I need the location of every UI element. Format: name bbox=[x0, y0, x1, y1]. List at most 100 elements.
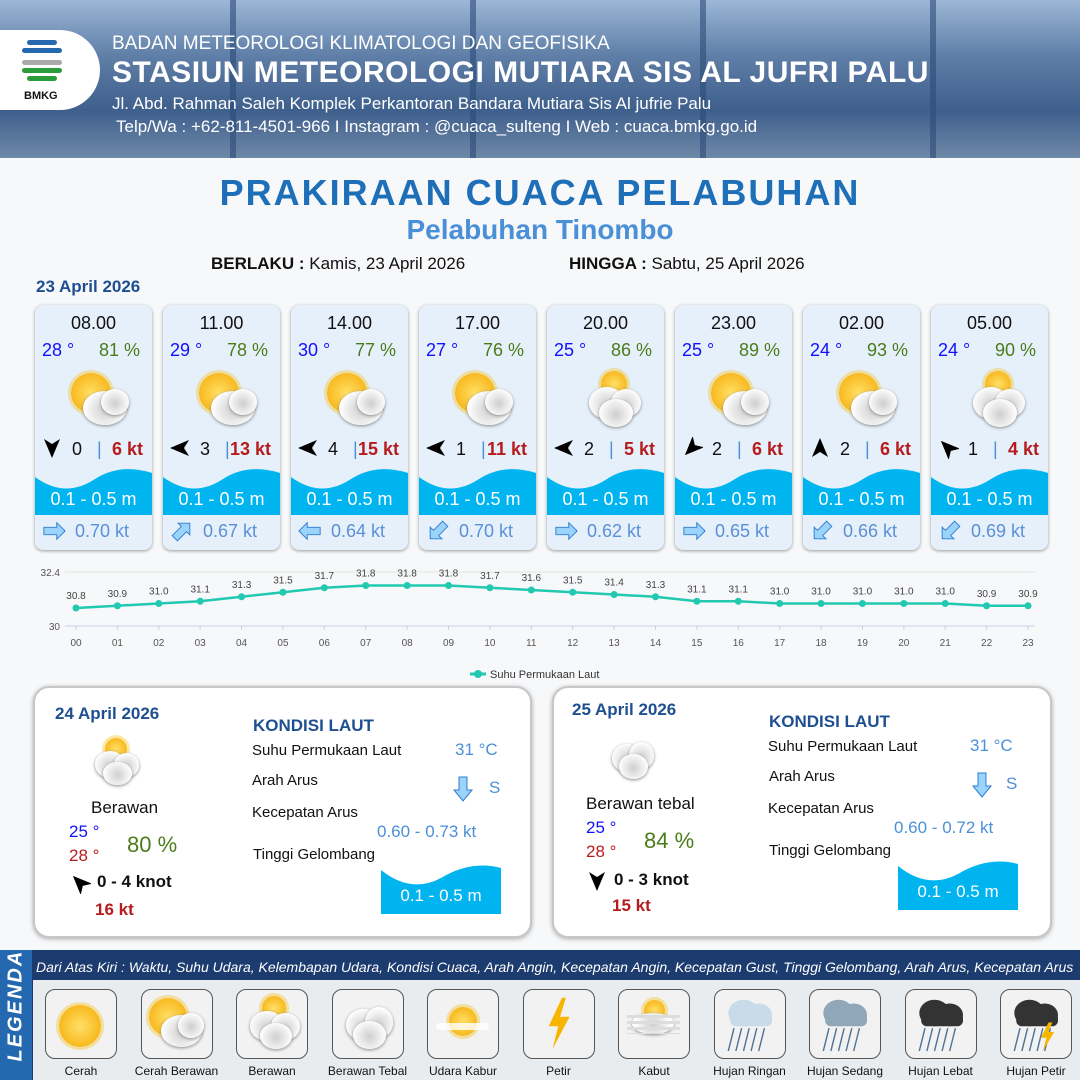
x-tick-label: 22 bbox=[981, 638, 993, 649]
data-label: 31.5 bbox=[273, 575, 293, 586]
data-label: 31.1 bbox=[729, 584, 749, 595]
wind-speed: 4 bbox=[328, 439, 339, 459]
sun-shape bbox=[448, 1007, 478, 1036]
wave-height-label: Tinggi Gelombang bbox=[769, 842, 892, 859]
x-tick-label: 00 bbox=[70, 638, 82, 649]
legend-description: Dari Atas Kiri : Waktu, Suhu Udara, Kele… bbox=[36, 959, 1074, 975]
legend-marker bbox=[474, 670, 482, 678]
x-tick-label: 05 bbox=[277, 638, 289, 649]
legend-label: Cerah Berawan bbox=[134, 1064, 219, 1078]
x-tick-label: 04 bbox=[236, 638, 248, 649]
current-direction-label: Arah Arus bbox=[769, 768, 835, 785]
x-tick-label: 13 bbox=[609, 638, 621, 649]
legend-item-berawan-tebal bbox=[331, 989, 404, 1059]
humidity: 89 % bbox=[738, 340, 780, 360]
logo-text: BMKG bbox=[24, 90, 58, 102]
gust-speed: 4 kt bbox=[1007, 439, 1039, 459]
wind-direction-icon bbox=[809, 437, 831, 459]
min-temperature: 25 ° bbox=[69, 822, 100, 841]
max-temperature: 28 ° bbox=[69, 846, 100, 865]
current-speed-label: Kecepatan Arus bbox=[768, 800, 874, 817]
air-temperature: 27 ° bbox=[426, 340, 459, 360]
weather-condition: Berawan bbox=[91, 798, 159, 817]
wave-height: 0.1 - 0.5 m bbox=[946, 489, 1033, 509]
wave-height: 0.1 - 0.5 m bbox=[690, 489, 777, 509]
wind-direction-icon bbox=[425, 437, 447, 459]
wind-speed: 1 bbox=[456, 439, 467, 459]
legend-item-udara-kabur bbox=[427, 989, 499, 1059]
legend-item-hujan-petir bbox=[1000, 989, 1072, 1059]
header-banner: BMKG BADAN METEOROLOGI KLIMATOLOGI DAN G… bbox=[0, 0, 1080, 158]
data-label: 31.8 bbox=[397, 569, 417, 580]
current-speed: 0.70 kt bbox=[75, 521, 130, 541]
separator: | bbox=[481, 439, 486, 459]
gust-speed: 13 kt bbox=[229, 439, 271, 459]
data-point bbox=[113, 602, 121, 610]
max-temperature: 28 ° bbox=[586, 842, 617, 861]
current-direction-icon bbox=[452, 776, 474, 807]
wave-height-value: 0.1 - 0.5 m bbox=[917, 882, 999, 901]
wave-height: 0.1 - 0.5 m bbox=[562, 489, 649, 509]
berawan-weather-icon bbox=[959, 369, 1029, 431]
forecast-card: 17.00 27 ° 76 % 1 | 11 kt 0.1 - 0.5 m 0.70 kt bbox=[419, 305, 536, 550]
gust-speed: 6 kt bbox=[751, 439, 783, 459]
data-point bbox=[196, 597, 204, 605]
current-direction-value: S bbox=[489, 778, 501, 797]
forecast-time: 14.00 bbox=[326, 313, 373, 333]
data-label: 31.0 bbox=[894, 587, 914, 598]
humidity: 86 % bbox=[610, 340, 652, 360]
x-tick-label: 18 bbox=[815, 638, 827, 649]
separator: | bbox=[225, 439, 230, 459]
gust-speed: 6 kt bbox=[879, 439, 911, 459]
legend-label: Kabut bbox=[638, 1064, 670, 1078]
contact-info: Telp/Wa : +62-811-4501-966 I Instagram :… bbox=[116, 117, 758, 136]
cloud-shape bbox=[869, 389, 897, 415]
cloud-shape bbox=[741, 389, 769, 415]
legend-tag-text: LEGENDA bbox=[4, 949, 27, 1062]
current-speed-value: 0.60 - 0.73 kt bbox=[377, 822, 477, 841]
y-tick-label: 32.4 bbox=[41, 568, 61, 579]
data-label: 30.9 bbox=[977, 589, 997, 600]
data-point bbox=[941, 600, 949, 607]
data-point bbox=[776, 600, 784, 607]
humidity: 76 % bbox=[482, 340, 524, 360]
separator: | bbox=[353, 439, 358, 459]
air-temperature: 29 ° bbox=[170, 340, 203, 360]
data-label: 30.9 bbox=[108, 589, 128, 600]
sst-value: 31 °C bbox=[455, 740, 498, 759]
current-direction-icon bbox=[40, 519, 70, 543]
legend-item-hujan-lebat bbox=[904, 989, 977, 1059]
legend-label: Suhu Permukaan Laut bbox=[490, 669, 599, 681]
sea-condition-title: KONDISI LAUT bbox=[253, 716, 374, 735]
cloud-shape bbox=[599, 399, 633, 427]
x-tick-label: 16 bbox=[733, 638, 745, 649]
current-direction-icon bbox=[971, 772, 993, 803]
cloud-shape bbox=[101, 389, 129, 415]
forecast-card: 23.00 25 ° 89 % 2 | 6 kt 0.1 - 0.5 m 0.65 kt bbox=[675, 305, 792, 550]
current-speed: 0.70 kt bbox=[459, 521, 514, 541]
wind-direction-icon bbox=[41, 437, 63, 459]
forecast-card: 05.00 24 ° 90 % 1 | 4 kt 0.1 - 0.5 m 0.69 kt bbox=[931, 305, 1048, 550]
x-tick-label: 06 bbox=[319, 638, 331, 649]
wave-height: 0.1 - 0.5 m bbox=[818, 489, 905, 509]
air-temperature: 30 ° bbox=[298, 340, 331, 360]
current-direction-icon bbox=[680, 519, 710, 543]
wind-speed: 2 bbox=[840, 439, 851, 459]
separator: | bbox=[993, 439, 998, 459]
current-direction-value: S bbox=[1006, 774, 1018, 793]
humidity: 81 % bbox=[98, 340, 140, 360]
wind-speed: 0 bbox=[72, 439, 83, 459]
port-name: Pelabuhan Tinombo bbox=[406, 214, 674, 245]
wind-direction-icon bbox=[937, 437, 961, 461]
legend-label: Cerah bbox=[64, 1064, 98, 1078]
current-speed: 0.62 kt bbox=[587, 521, 642, 541]
data-point bbox=[279, 588, 287, 596]
wave-height: 0.1 - 0.5 m bbox=[306, 489, 393, 509]
data-label: 31.7 bbox=[315, 571, 335, 582]
data-point bbox=[817, 600, 825, 607]
data-point bbox=[900, 600, 908, 607]
day-panel-24: 24 April 2026 Berawan 25 ° 28 ° 80 % 0 - 4 kn… bbox=[33, 686, 532, 938]
air-temperature: 24 ° bbox=[938, 340, 971, 360]
legend-label: Berawan Tebal bbox=[327, 1064, 408, 1078]
cloud-shape bbox=[229, 389, 257, 415]
